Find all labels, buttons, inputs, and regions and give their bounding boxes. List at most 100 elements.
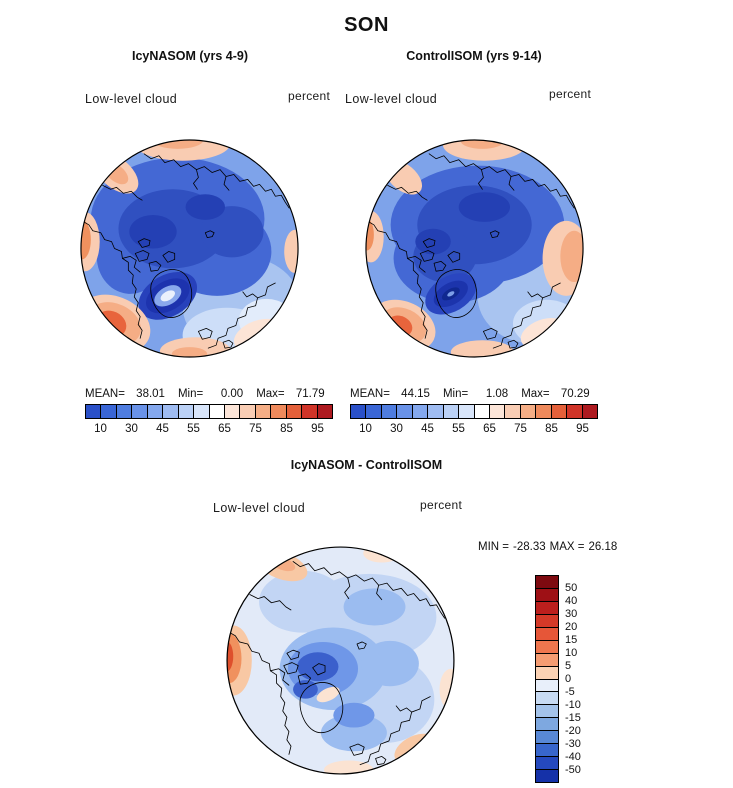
max-value: 70.29: [560, 388, 590, 400]
min-label: Min=: [177, 388, 204, 400]
page-title: SON: [344, 14, 389, 36]
colorbar-segment: [443, 405, 460, 418]
stats-row-controlisom: MEAN= 44.15 Min= 1.08 Max= 70.29: [350, 388, 602, 400]
max-label: Max=: [256, 388, 285, 400]
colorbar-tick-label: 55: [187, 423, 200, 435]
colorbar-segment: [163, 405, 179, 418]
max-label: Max=: [521, 388, 550, 400]
colorbar-tick-label: 95: [311, 423, 324, 435]
main-colorbar-right: [350, 404, 598, 419]
colorbar-tick-label: 75: [249, 423, 262, 435]
colorbar-tick-label: 65: [483, 423, 496, 435]
colorbar-tick-label: -10: [565, 699, 581, 711]
colorbar-tick-label: 15: [565, 634, 578, 646]
diff-title: IcyNASOM - ControlISOM: [290, 458, 443, 472]
colorbar-tick-label: 85: [280, 423, 293, 435]
colorbar-segment: [536, 692, 558, 706]
max-value: 71.79: [295, 388, 325, 400]
field-label-icynasom: Low-level cloud: [85, 92, 178, 106]
min-value: 1.08: [485, 388, 509, 400]
colorbar-segment: [551, 405, 568, 418]
colorbar-tick-label: -20: [565, 725, 581, 737]
colorbar-segment: [381, 405, 398, 418]
colorbar-segment: [240, 405, 256, 418]
diff-min-value: -28.33: [513, 541, 546, 553]
colorbar-segment: [536, 718, 558, 732]
colorbar-segment: [366, 405, 382, 418]
panel-title-icynasom: IcyNASOM (yrs 4-9): [131, 49, 248, 63]
colorbar-segment: [474, 405, 490, 418]
units-label-controlisom: percent: [549, 87, 592, 101]
colorbar-tick-label: -30: [565, 738, 581, 750]
colorbar-segment: [536, 653, 558, 667]
colorbar-segment: [101, 405, 117, 418]
main-colorbar-left: [85, 404, 333, 419]
difference-map: [226, 546, 455, 775]
colorbar-segment: [317, 405, 332, 418]
colorbar-segment: [351, 405, 367, 418]
colorbar-segment: [178, 405, 195, 418]
colorbar-segment: [489, 405, 506, 418]
colorbar-tick-label: 40: [565, 595, 578, 607]
colorbar-tick-label: 30: [390, 423, 403, 435]
colorbar-tick-label: 45: [156, 423, 169, 435]
colorbar-segment: [132, 405, 148, 418]
colorbar-segment: [536, 588, 558, 602]
colorbar-tick-label: 30: [565, 608, 578, 620]
colorbar-tick-label: 10: [359, 423, 372, 435]
colorbar-segment: [520, 405, 537, 418]
colorbar-segment: [459, 405, 475, 418]
colorbar-segment: [147, 405, 164, 418]
mean-label: MEAN=: [85, 388, 125, 400]
colorbar-segment: [536, 666, 558, 680]
colorbar-tick-label: 55: [452, 423, 465, 435]
colorbar-segment: [536, 627, 558, 641]
colorbar-tick-label: 5: [565, 660, 572, 672]
colorbar-tick-label: 30: [125, 423, 138, 435]
colorbar-tick-label: 50: [565, 582, 578, 594]
panel-title-controlisom: ControlISOM (yrs 9-14): [406, 49, 542, 63]
colorbar-segment: [567, 405, 583, 418]
colorbar-segment: [412, 405, 429, 418]
colorbar-segment: [536, 601, 558, 615]
colorbar-segment: [428, 405, 444, 418]
colorbar-tick-label: 75: [514, 423, 527, 435]
colorbar-tick-label: 20: [565, 621, 578, 633]
colorbar-tick-label: -50: [565, 764, 581, 776]
colorbar-tick-label: -15: [565, 712, 581, 724]
stats-row-icynasom: MEAN= 38.01 Min= 0.00 Max= 71.79: [85, 388, 337, 400]
colorbar-segment: [194, 405, 210, 418]
colorbar-segment: [286, 405, 303, 418]
diff-colorbar: [535, 575, 559, 783]
colorbar-segment: [255, 405, 272, 418]
colorbar-tick-label: -40: [565, 751, 581, 763]
field-label-diff: Low-level cloud: [213, 501, 306, 515]
colorbar-segment: [536, 640, 558, 654]
colorbar-segment: [536, 405, 552, 418]
colorbar-segment: [536, 679, 558, 693]
mean-value: 38.01: [136, 388, 165, 400]
colorbar-segment: [582, 405, 597, 418]
colorbar-segment: [536, 744, 558, 758]
main-colorbar-ticks-left: 10 30 45 55 65 75 85 95: [85, 423, 333, 437]
icynasom-map: [80, 139, 299, 358]
colorbar-tick-label: 10: [565, 647, 578, 659]
mean-value: 44.15: [401, 388, 430, 400]
colorbar-segment: [271, 405, 287, 418]
field-label-controlisom: Low-level cloud: [345, 92, 438, 106]
colorbar-segment: [505, 405, 521, 418]
diff-colorbar-ticks: 50 40 30 20 15 10 5 0 -5 -10 -15 -20 -30 -40 -50: [565, 575, 599, 783]
colorbar-tick-label: 65: [218, 423, 231, 435]
main-colorbar-ticks-right: 10 30 45 55 65 75 85 95: [350, 423, 598, 437]
colorbar-segment: [224, 405, 241, 418]
colorbar-segment: [116, 405, 133, 418]
diff-minmax: MIN = -28.33 MAX = 26.18: [478, 541, 621, 553]
min-value: 0.00: [220, 388, 244, 400]
colorbar-segment: [536, 770, 558, 782]
colorbar-tick-label: 85: [545, 423, 558, 435]
colorbar-segment: [536, 757, 558, 771]
diff-min-label: MIN =: [478, 541, 509, 553]
colorbar-segment: [536, 705, 558, 719]
units-label-icynasom: percent: [288, 89, 331, 103]
colorbar-segment: [302, 405, 318, 418]
